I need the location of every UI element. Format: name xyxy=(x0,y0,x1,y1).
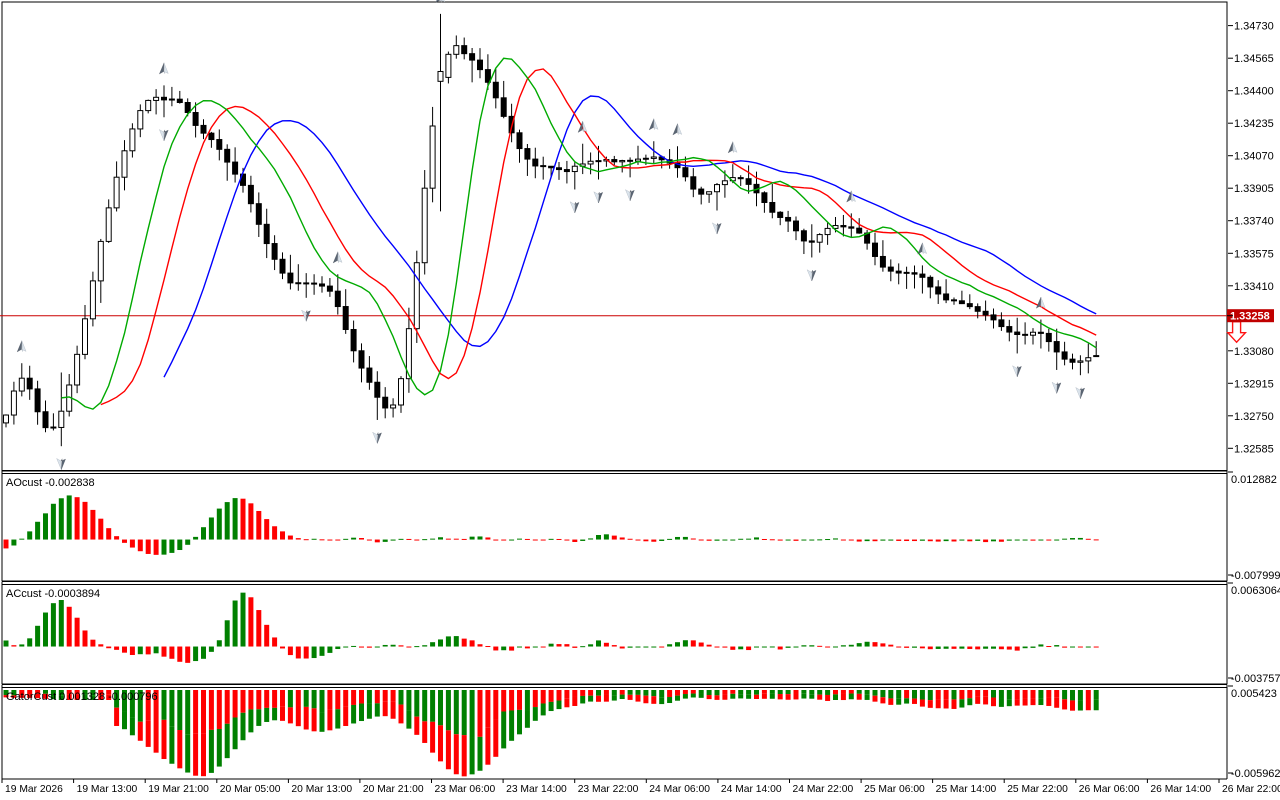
svg-text:25 Mar 06:00: 25 Mar 06:00 xyxy=(864,784,925,795)
svg-text:20 Mar 21:00: 20 Mar 21:00 xyxy=(363,784,424,795)
svg-text:1.33905: 1.33905 xyxy=(1234,183,1274,195)
svg-text:26 Mar 14:00: 26 Mar 14:00 xyxy=(1150,784,1211,795)
svg-text:26 Mar 22:00: 26 Mar 22:00 xyxy=(1222,784,1280,795)
svg-text:24 Mar 22:00: 24 Mar 22:00 xyxy=(793,784,854,795)
svg-text:1.34070: 1.34070 xyxy=(1234,151,1274,163)
svg-text:0.0063064: 0.0063064 xyxy=(1231,585,1280,597)
svg-text:1.33410: 1.33410 xyxy=(1234,281,1274,293)
svg-text:23 Mar 06:00: 23 Mar 06:00 xyxy=(435,784,496,795)
svg-text:23 Mar 14:00: 23 Mar 14:00 xyxy=(506,784,567,795)
svg-text:24 Mar 06:00: 24 Mar 06:00 xyxy=(649,784,710,795)
svg-text:1.34235: 1.34235 xyxy=(1234,118,1274,130)
svg-text:1.32585: 1.32585 xyxy=(1234,443,1274,455)
svg-text:19 Mar 21:00: 19 Mar 21:00 xyxy=(148,784,209,795)
svg-text:GatorCust 0.001328 -0.000796: GatorCust 0.001328 -0.000796 xyxy=(6,691,158,703)
svg-text:1.34565: 1.34565 xyxy=(1234,53,1274,65)
svg-text:1.32915: 1.32915 xyxy=(1234,378,1274,390)
svg-text:-0.007999: -0.007999 xyxy=(1231,570,1280,582)
svg-text:1.34730: 1.34730 xyxy=(1234,21,1274,33)
svg-text:-0.0037574: -0.0037574 xyxy=(1231,673,1280,685)
svg-text:1.33258: 1.33258 xyxy=(1230,311,1270,323)
svg-text:20 Mar 05:00: 20 Mar 05:00 xyxy=(220,784,281,795)
svg-text:19 Mar 2026: 19 Mar 2026 xyxy=(5,784,63,795)
svg-text:19 Mar 13:00: 19 Mar 13:00 xyxy=(77,784,138,795)
svg-text:24 Mar 14:00: 24 Mar 14:00 xyxy=(721,784,782,795)
svg-text:25 Mar 14:00: 25 Mar 14:00 xyxy=(936,784,997,795)
svg-text:0.012882: 0.012882 xyxy=(1231,474,1277,486)
svg-text:0.005423: 0.005423 xyxy=(1231,688,1277,700)
svg-text:AOcust -0.002838: AOcust -0.002838 xyxy=(6,477,95,489)
svg-text:25 Mar 22:00: 25 Mar 22:00 xyxy=(1007,784,1068,795)
svg-text:ACcust -0.0003894: ACcust -0.0003894 xyxy=(6,588,100,600)
svg-text:20 Mar 13:00: 20 Mar 13:00 xyxy=(291,784,352,795)
svg-text:1.33575: 1.33575 xyxy=(1234,248,1274,260)
svg-text:1.32750: 1.32750 xyxy=(1234,411,1274,423)
svg-text:1.33080: 1.33080 xyxy=(1234,346,1274,358)
svg-text:1.34400: 1.34400 xyxy=(1234,86,1274,98)
svg-text:1.33740: 1.33740 xyxy=(1234,216,1274,228)
svg-text:-0.005962: -0.005962 xyxy=(1231,768,1280,780)
svg-text:23 Mar 22:00: 23 Mar 22:00 xyxy=(578,784,639,795)
svg-text:26 Mar 06:00: 26 Mar 06:00 xyxy=(1079,784,1140,795)
